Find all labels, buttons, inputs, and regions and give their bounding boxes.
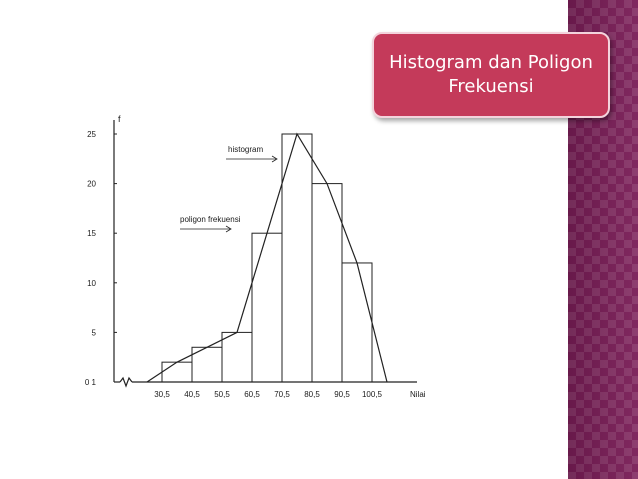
x-tick-label: 100,5 <box>362 390 383 399</box>
y-tick-label: 15 <box>87 229 96 238</box>
chart-svg: 0 1 5 10 15 20 25 f 30,5 40,5 50,5 60,5 70,5 80,5 90,… <box>85 114 426 399</box>
histogram-bar <box>251 232 283 383</box>
y-axis-label: f <box>118 114 121 124</box>
histogram-bar <box>161 361 193 383</box>
y-tick-label: 0 1 <box>85 378 97 387</box>
histogram-bar <box>221 331 253 383</box>
x-tick-label: 70,5 <box>274 390 290 399</box>
x-tick-label: 90,5 <box>334 390 350 399</box>
axis-break-squiggle <box>119 376 133 388</box>
x-tick-label: 30,5 <box>154 390 170 399</box>
y-tick-label: 20 <box>87 180 96 189</box>
histogram-bar <box>281 133 313 383</box>
annotation-histogram: histogram <box>228 145 263 154</box>
slide-title-box: Histogram dan Poligon Frekuensi <box>372 32 610 118</box>
slide-title: Histogram dan Poligon Frekuensi <box>389 52 593 97</box>
x-tick-label: 80,5 <box>304 390 320 399</box>
y-tick-label: 25 <box>87 130 96 139</box>
annotation-polygon-arrowhead <box>225 225 232 233</box>
x-tick-label: 60,5 <box>244 390 260 399</box>
y-tick-label: 5 <box>92 328 97 337</box>
x-tick-label: 50,5 <box>214 390 230 399</box>
annotation-polygon: poligon frekuensi <box>180 215 241 224</box>
histogram-bar <box>341 262 373 383</box>
annotation-histogram-arrowhead <box>271 155 278 163</box>
histogram-bar <box>311 183 343 383</box>
polygon-layer <box>146 132 388 383</box>
frequency-polygon-line <box>146 132 388 383</box>
x-tick-label: 40,5 <box>184 390 200 399</box>
bars-layer <box>161 133 373 383</box>
x-axis-label: Nilai <box>410 390 426 399</box>
y-tick-label: 10 <box>87 279 96 288</box>
histogram-chart: 0 1 5 10 15 20 25 f 30,5 40,5 50,5 60,5 70,5 80,5 90,… <box>62 100 462 415</box>
labels-layer: 0 1 5 10 15 20 25 f 30,5 40,5 50,5 60,5 70,5 80,5 90,… <box>85 114 426 399</box>
